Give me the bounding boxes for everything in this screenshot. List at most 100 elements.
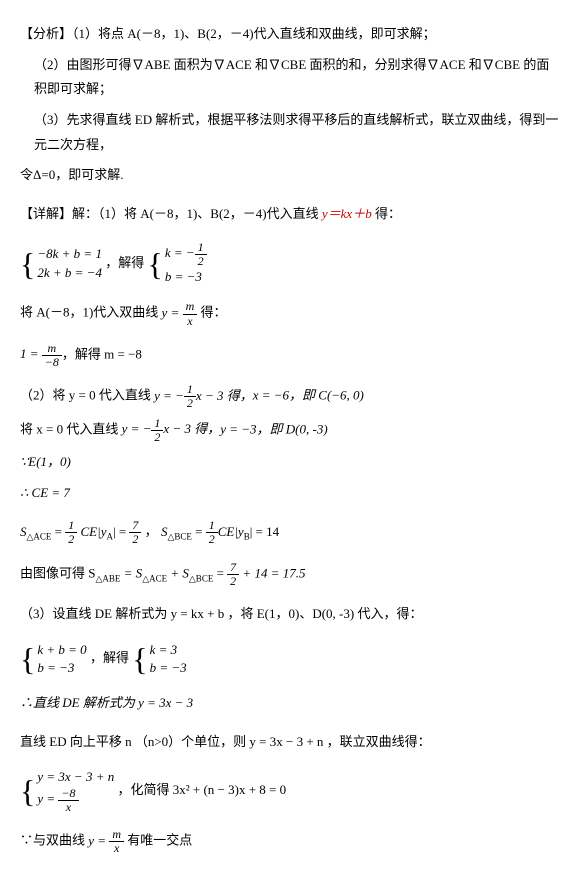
n: 7 <box>227 561 239 575</box>
l1: k = 3 <box>150 642 178 657</box>
brace-icon: { <box>147 248 162 280</box>
l2: b = −3 <box>37 660 74 675</box>
post: + 14 = 17.5 <box>239 565 305 580</box>
p2-line-d: 将 x = 0 代入直线 y = −12x − 3 得，y = −3，即 D(0… <box>20 417 561 444</box>
brace-icon: { <box>20 775 35 807</box>
s-bce: S△BCE = 12CE|yB| = 14 <box>161 524 279 539</box>
solve-text: ，解得 <box>105 255 144 270</box>
l2: y = −8x <box>37 791 78 806</box>
brace-sys-3a: { k + b = 0 b = −3 <box>20 641 87 677</box>
den: 2 <box>195 255 207 268</box>
num: m <box>183 300 198 314</box>
analysis-line-3b: 令Δ=0，即可求解. <box>20 163 561 188</box>
system-5: { y = 3x − 3 + n y = −8x ，化简得 3x² + (n −… <box>20 768 561 814</box>
sys2-l1: k = −12 <box>165 245 207 260</box>
d: 2 <box>65 533 77 546</box>
yeq: y = <box>88 833 106 848</box>
sys1-l1: −8k + b = 1 <box>37 246 102 261</box>
system-1: { −8k + b = 1 2k + b = −4 ，解得 { k = −12 … <box>20 241 561 287</box>
res: y = −3，即 D(0, -3) <box>220 421 327 436</box>
pre: 由图像可得 S <box>20 565 95 580</box>
eq: = S <box>120 565 142 580</box>
shift-line: 直线 ED 向上平移 n （n>0）个单位，则 y = 3x − 3 + n ，… <box>20 730 561 755</box>
num: 1 <box>195 241 207 255</box>
eq: = <box>213 565 227 580</box>
sys2-l2: b = −3 <box>165 269 202 284</box>
solve-text: ，解得 <box>90 650 129 665</box>
brace-sys-1b: { k = −12 b = −3 <box>147 241 206 287</box>
n: 7 <box>129 519 141 533</box>
comma: ， <box>145 524 158 539</box>
num: m <box>42 342 62 356</box>
l2: b = −3 <box>150 660 187 675</box>
eq: y = −12x − 3 得， <box>122 421 221 436</box>
sub: △ABE <box>95 573 120 583</box>
mid: x − 3 得， <box>163 421 220 436</box>
eq: y = −12x − 3 得， <box>154 388 253 403</box>
yeq: y = − <box>122 421 152 436</box>
analysis-line-2: （2）由图形可得∇ABE 面积为∇ACE 和∇CBE 面积的和，分别求得∇ACE… <box>20 53 561 102</box>
n: −8 <box>58 787 78 801</box>
mid: | = 14 <box>250 524 279 539</box>
pre: ∵与双曲线 <box>20 833 88 848</box>
detail-line-1: 【详解】解：（1）将 A(－8，1)、B(2，－4)代入直线 y＝kx＋b 得： <box>20 202 561 227</box>
text: ∵E(1，0) <box>20 454 71 469</box>
text: k = − <box>165 245 195 260</box>
sub: △BCE <box>167 532 191 542</box>
area-ace-bce: S△ACE = 12 CE|yA| = 72 ， S△BCE = 12CE|yB… <box>20 519 561 546</box>
solve-m: 1 = m−8，解得 m = −8 <box>20 342 561 369</box>
eq: y = mx <box>88 833 124 848</box>
d: x <box>109 842 124 855</box>
d: x <box>58 801 78 814</box>
brace-icon: { <box>20 643 35 675</box>
num: 1 <box>184 383 196 397</box>
den: 2 <box>184 397 196 410</box>
text: （2）将 y = 0 代入直线 <box>20 388 154 403</box>
n: m <box>109 828 124 842</box>
brace-icon: { <box>20 248 35 280</box>
brace-sys-1a: { −8k + b = 1 2k + b = −4 <box>20 245 102 281</box>
s-ace: S△ACE = 12 CE|yA| = 72 <box>20 524 145 539</box>
system-3: { k + b = 0 b = −3 ，解得 { k = 3 b = −3 <box>20 641 561 677</box>
eq: = <box>192 524 206 539</box>
yeq: y = <box>162 305 180 320</box>
l1: y = 3x − 3 + n <box>37 769 114 784</box>
eq: = <box>51 524 65 539</box>
den: x <box>183 315 198 328</box>
p2-line-c: （2）将 y = 0 代入直线 y = −12x − 3 得，x = −6，即 … <box>20 383 561 410</box>
sub-hyperbola: 将 A(－8，1)代入双曲线 y = mx 得： <box>20 300 561 327</box>
mid: x − 3 得， <box>196 388 253 403</box>
simplify: ，化简得 3x² + (n − 3)x + 8 = 0 <box>117 782 286 797</box>
sub: △ACE <box>27 532 52 542</box>
eq: y = mx <box>162 305 198 320</box>
text: 得： <box>372 206 401 221</box>
text: 将 A(－8，1)代入双曲线 <box>20 305 162 320</box>
den: −8 <box>42 356 62 369</box>
brace-sys-3b: { k = 3 b = −3 <box>132 641 186 677</box>
text: 将 x = 0 代入直线 <box>20 421 122 436</box>
d: 2 <box>227 575 239 588</box>
de-result: ∴直线 DE 解析式为 y = 3x − 3 <box>20 691 561 716</box>
sys1-l2: 2k + b = −4 <box>37 265 102 280</box>
text: ，解得 m = −8 <box>62 346 142 361</box>
analysis-line-3a: （3）先求得直线 ED 解析式，根据平移法则求得平移后的直线解析式，联立双曲线，… <box>20 108 561 157</box>
mid: | = <box>113 524 129 539</box>
text: 得： <box>197 305 226 320</box>
d: 2 <box>129 533 141 546</box>
p3-line-de: （3）设直线 DE 解析式为 y = kx + b ，将 E(1，0)、D(0,… <box>20 602 561 627</box>
lhs: 1 = <box>20 346 39 361</box>
area-abe: 由图像可得 S△ABE = S△ACE + S△BCE = 72 + 14 = … <box>20 561 561 588</box>
ce-len: ∴ CE = 7 <box>20 481 561 506</box>
n: 1 <box>206 519 218 533</box>
den: 2 <box>151 431 163 444</box>
yeq: y = − <box>154 388 184 403</box>
pre: y = <box>37 791 55 806</box>
l1: k + b = 0 <box>37 642 86 657</box>
text: ∴直线 DE 解析式为 y = 3x − 3 <box>20 695 193 710</box>
post: 有唯一交点 <box>124 833 192 848</box>
plus: + S <box>167 565 189 580</box>
eq: 1 = m−8 <box>20 346 62 361</box>
text: 【详解】解：（1）将 A(－8，1)、B(2，－4)代入直线 <box>20 206 322 221</box>
eq-line: y＝kx＋b <box>322 206 372 221</box>
sub: △ACE <box>142 573 167 583</box>
